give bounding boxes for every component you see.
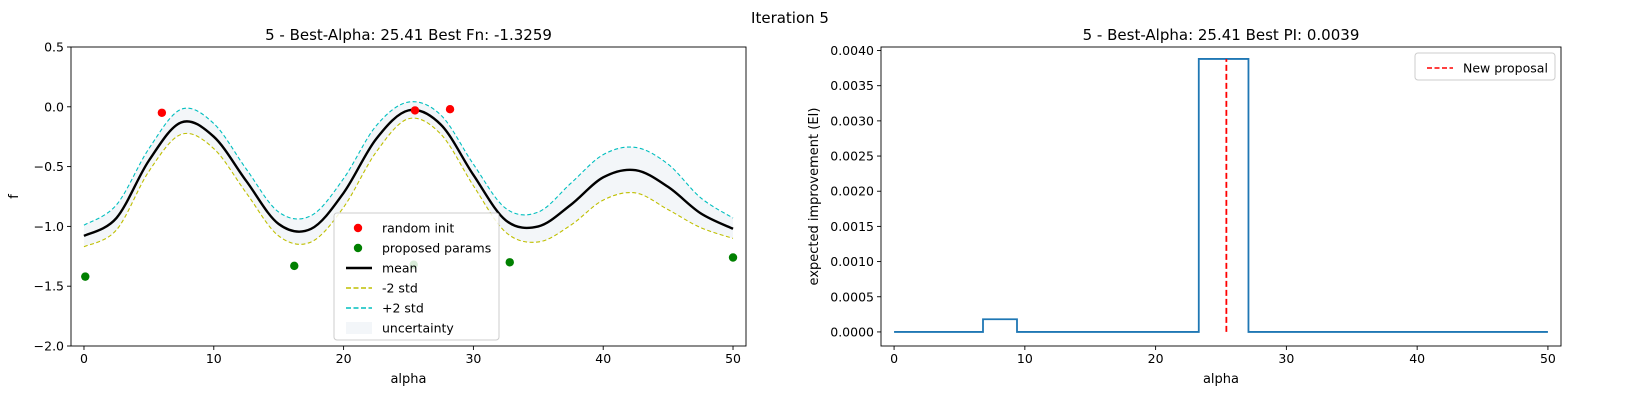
legend-marker-random-init <box>353 223 363 233</box>
legend: random init proposed params mean -2 std +2 s… <box>333 212 500 341</box>
y-tick-label: 0.0 <box>44 99 64 114</box>
right-chart: 5 - Best-Alpha: 25.41 Best PI: 0.0039 al… <box>807 26 1562 387</box>
point-proposed-params <box>81 272 90 281</box>
series-curve-line <box>894 58 1548 333</box>
right-chart-ylabel: expected improvement (EI) <box>807 108 822 286</box>
x-tick-label: 20 <box>1148 351 1164 366</box>
series-2-std-line <box>83 101 734 226</box>
x-tick-label: 50 <box>725 351 741 366</box>
axes-frame <box>880 46 1562 347</box>
legend-label-2-std: +2 std <box>382 301 424 316</box>
y-tick-label: 0.0025 <box>830 149 874 164</box>
x-tick-label: 30 <box>465 351 481 366</box>
point-random-init <box>410 106 420 115</box>
y-tick-label: 0.5 <box>44 40 64 55</box>
legend-label-2-std: -2 std <box>382 281 418 296</box>
y-tick-label: 0.0040 <box>830 43 874 58</box>
left-chart-title: 5 - Best-Alpha: 25.41 Best Fn: -1.3259 <box>265 26 552 44</box>
legend-marker-uncertainty <box>346 322 372 334</box>
y-tick-label: −0.5 <box>34 159 64 174</box>
legend: New proposal <box>1414 52 1556 81</box>
left-chart-xlabel: alpha <box>390 372 426 387</box>
axes-frame <box>70 46 747 347</box>
series-mean-line <box>83 108 734 238</box>
y-tick-label: 0.0020 <box>830 184 874 199</box>
y-tick-label: 0.0000 <box>830 324 874 339</box>
series-uncertainty-band <box>83 101 734 247</box>
series-2-std-line <box>83 117 734 248</box>
legend-box <box>1414 52 1556 81</box>
y-tick-label: 0.0005 <box>830 289 874 304</box>
figure-suptitle: Iteration 5 <box>751 9 829 27</box>
x-tick-label: 10 <box>206 351 222 366</box>
x-tick-label: 10 <box>1017 351 1033 366</box>
plot-area <box>894 58 1548 333</box>
legend-label-new-proposal: New proposal <box>1463 61 1548 76</box>
x-tick-label: 0 <box>80 351 88 366</box>
y-tick-label: 0.0030 <box>830 113 874 128</box>
right-chart-xlabel: alpha <box>1203 372 1239 387</box>
legend-box <box>333 212 500 341</box>
left-chart: 5 - Best-Alpha: 25.41 Best Fn: -1.3259 a… <box>7 26 747 387</box>
x-tick-label: 30 <box>1278 351 1294 366</box>
y-tick-label: −2.0 <box>34 339 64 354</box>
x-tick-label: 0 <box>890 351 898 366</box>
x-tick-label: 50 <box>1540 351 1556 366</box>
point-proposed-params <box>728 253 738 262</box>
y-tick-label: 0.0035 <box>830 78 874 93</box>
x-tick-label: 40 <box>1409 351 1425 366</box>
y-tick-label: 0.0015 <box>830 219 874 234</box>
legend-marker-proposed-params <box>353 243 363 253</box>
left-chart-ylabel: f <box>7 194 22 199</box>
y-tick-label: −1.5 <box>34 279 64 294</box>
point-proposed-params <box>505 258 514 267</box>
x-tick-label: 40 <box>595 351 611 366</box>
point-random-init <box>445 104 455 114</box>
legend-label-random-init: random init <box>382 221 454 236</box>
y-tick-label: −1.0 <box>34 219 64 234</box>
point-proposed-params <box>290 261 299 271</box>
x-tick-label: 20 <box>336 351 352 366</box>
legend-label-uncertainty: uncertainty <box>382 321 454 336</box>
right-chart-title: 5 - Best-Alpha: 25.41 Best PI: 0.0039 <box>1083 26 1360 44</box>
y-tick-label: 0.0010 <box>830 254 874 269</box>
legend-label-mean: mean <box>382 261 417 276</box>
point-random-init <box>157 108 167 117</box>
legend-label-proposed-params: proposed params <box>382 241 491 256</box>
